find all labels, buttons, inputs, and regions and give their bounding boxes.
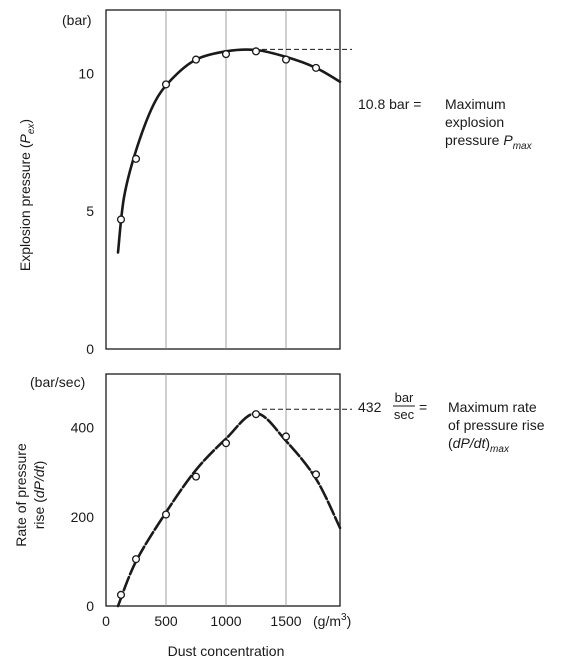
bottom-annotation-value: 432 xyxy=(358,399,382,415)
data-point xyxy=(281,55,291,64)
bottom-gridlines xyxy=(165,374,287,606)
y-tick-label: 0 xyxy=(86,598,94,614)
top-y-axis-label: Explosion pressure (Pex) xyxy=(17,119,37,271)
data-point xyxy=(251,410,261,419)
data-point xyxy=(131,555,141,564)
bottom-annotation-line-1: Maximum rate xyxy=(448,399,537,415)
bottom-annotation-frac-num: bar xyxy=(395,390,414,405)
data-point xyxy=(116,215,126,224)
x-tick-label: 1500 xyxy=(270,613,301,629)
y-tick-label: 400 xyxy=(71,420,95,436)
bottom-y-axis-label-line-1: Rate of pressure xyxy=(13,443,29,547)
bottom-y-unit: (bar/sec) xyxy=(30,374,85,390)
bottom-annotation-frac-den: sec xyxy=(394,407,415,422)
top-annotation-value: 10.8 bar = xyxy=(358,96,421,112)
x-tick-label: 500 xyxy=(154,613,178,629)
top-data-points xyxy=(116,47,321,224)
top-chart: 0 5 10 (bar) Explosion pressure (Pex) 10.8… xyxy=(17,9,533,357)
data-point xyxy=(161,510,171,519)
top-annotation-line-1: Maximum xyxy=(445,96,506,112)
top-y-ticks: 0 5 10 xyxy=(78,65,94,357)
x-tick-label: 1000 xyxy=(210,613,241,629)
data-point xyxy=(311,63,321,72)
bottom-y-axis-label-line-2: rise (dP/dt) xyxy=(31,461,47,530)
data-point xyxy=(131,154,141,163)
bottom-y-ticks: 0 200 400 xyxy=(71,420,95,614)
top-annotation-line-3: pressure Pmax xyxy=(445,132,533,152)
y-tick-label: 5 xyxy=(86,203,94,219)
top-plot-frame xyxy=(105,9,341,350)
bottom-annotation-line-3: (dP/dt)max xyxy=(448,435,510,455)
top-gridlines xyxy=(165,10,287,349)
data-point xyxy=(221,50,231,59)
data-point xyxy=(251,47,261,56)
bottom-annotation-line-2: of pressure rise xyxy=(448,417,545,433)
data-point xyxy=(161,80,171,89)
data-point xyxy=(191,472,201,481)
data-point xyxy=(116,590,126,599)
y-tick-label: 10 xyxy=(78,65,94,81)
x-axis-unit: (g/m3) xyxy=(313,612,351,629)
x-axis-label: Dust concentration xyxy=(168,643,285,659)
top-y-unit: (bar) xyxy=(62,12,92,28)
x-tick-label: 0 xyxy=(102,613,110,629)
y-tick-label: 0 xyxy=(86,341,94,357)
top-annotation-line-2: explosion xyxy=(445,114,504,130)
bottom-data-points xyxy=(116,410,321,599)
bottom-plot-frame xyxy=(105,373,341,607)
y-tick-label: 200 xyxy=(71,509,95,525)
top-curve xyxy=(116,48,342,254)
bottom-chart: 0 200 400 0 500 1000 1500 (bar/sec) Rate of p… xyxy=(13,373,545,659)
data-point xyxy=(221,439,231,448)
bottom-curve xyxy=(116,411,342,608)
bottom-x-ticks: 0 500 1000 1500 xyxy=(102,613,302,629)
data-point xyxy=(311,470,321,479)
data-point xyxy=(191,55,201,64)
data-point xyxy=(281,432,291,441)
bottom-annotation-equals: = xyxy=(419,399,427,415)
